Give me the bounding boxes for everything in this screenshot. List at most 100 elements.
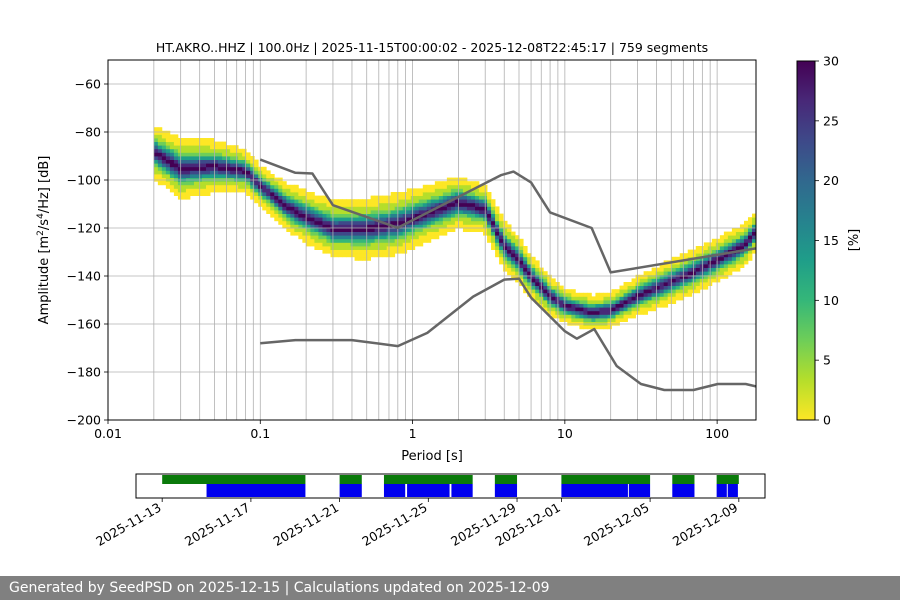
heatmap-cell [362, 242, 367, 247]
heatmap-cell [270, 184, 275, 189]
heatmap-cell [466, 228, 472, 232]
heatmap-cell [286, 220, 291, 225]
heatmap-cell [466, 217, 472, 222]
heatmap-cell [157, 130, 163, 135]
heatmap-cell [410, 188, 416, 193]
heatmap-cell [583, 318, 588, 322]
heatmap-cell [747, 217, 753, 222]
heatmap-cell [193, 141, 199, 146]
heatmap-cell [189, 192, 195, 196]
heatmap-cell [382, 246, 388, 250]
heatmap-cell [294, 188, 299, 193]
heatmap-cell [338, 249, 343, 254]
heatmap-cell [185, 174, 191, 178]
y-axis-label-mid: /s [37, 219, 52, 230]
heatmap-cell [655, 271, 661, 276]
heatmap-cell [671, 296, 677, 301]
heatmap-cell [511, 235, 516, 240]
heatmap-cell [515, 253, 520, 258]
heatmap-cell [647, 307, 653, 312]
heatmap-cell [543, 296, 548, 301]
x-tick-label: 0.01 [94, 426, 122, 441]
heatmap-cell [382, 210, 388, 214]
heatmap-cell [306, 224, 311, 229]
heatmap-cell [735, 231, 741, 236]
heatmap-cell [398, 210, 404, 214]
heatmap-cell [751, 231, 756, 236]
heatmap-cell [434, 217, 440, 222]
heatmap-cell [390, 238, 396, 243]
heatmap-cell [679, 292, 685, 297]
heatmap-cell [410, 231, 416, 236]
heatmap-cell [426, 238, 432, 243]
heatmap-cell [479, 199, 484, 204]
heatmap-cell [691, 249, 697, 254]
heatmap-cell [173, 138, 179, 142]
heatmap-cell [250, 195, 255, 200]
heatmap-cell [198, 141, 203, 146]
heatmap-cell [370, 206, 376, 211]
heatmap-cell [442, 188, 448, 193]
heatmap-cell [643, 289, 649, 294]
heatmap-cell [161, 152, 167, 157]
heatmap-cell [683, 260, 689, 265]
heatmap-cell [418, 242, 424, 247]
heatmap-cell [647, 278, 653, 283]
heatmap-cell [282, 188, 287, 193]
heatmap-cell [198, 148, 203, 153]
heatmap-cell [322, 231, 327, 236]
heatmap-cell [294, 210, 299, 214]
heatmap-cell [491, 217, 496, 222]
heatmap-cell [314, 242, 319, 247]
heatmap-cell [663, 274, 669, 279]
heatmap-cell [262, 181, 267, 186]
heatmap-cell [350, 249, 355, 254]
heatmap-cell [270, 174, 275, 178]
heatmap-cell [310, 195, 315, 200]
heatmap-cell [491, 228, 496, 232]
heatmap-cell [181, 156, 187, 160]
heatmap-cell [173, 181, 179, 186]
heatmap-cell [727, 264, 733, 268]
heatmap-cell [527, 274, 532, 279]
heatmap-cell [454, 188, 460, 193]
heatmap-cell [374, 242, 380, 247]
data-available-bar [494, 475, 518, 484]
heatmap-cell [274, 188, 279, 193]
heatmap-cell [366, 213, 372, 218]
heatmap-cell [631, 303, 636, 308]
heatmap-cell [715, 271, 721, 276]
heatmap-cell [222, 174, 227, 178]
heatmap-cell [226, 181, 231, 186]
heatmap-cell [430, 202, 436, 207]
heatmap-cell [731, 235, 737, 240]
heatmap-cell [446, 202, 452, 207]
heatmap-cell [322, 202, 327, 207]
heatmap-cell [643, 278, 649, 283]
y-tick-label: −60 [75, 77, 101, 92]
heatmap-cell [531, 267, 536, 272]
heatmap-cell [222, 170, 227, 175]
heatmap-cell [671, 267, 677, 272]
heatmap-cell [711, 246, 717, 250]
heatmap-cell [254, 192, 259, 196]
heatmap-cell [350, 231, 355, 236]
heatmap-cell [157, 166, 163, 171]
heatmap-cell [362, 231, 367, 236]
heatmap-cell [394, 199, 400, 204]
heatmap-cell [691, 264, 697, 268]
heatmap-cell [362, 256, 367, 261]
heatmap-cell [430, 224, 436, 229]
heatmap-cell [695, 249, 701, 254]
heatmap-cell [535, 264, 540, 268]
heatmap-cell [198, 184, 203, 189]
heatmap-cell [198, 170, 203, 175]
heatmap-cell [671, 274, 677, 279]
heatmap-cell [274, 184, 279, 189]
heatmap-cell [314, 210, 319, 214]
heatmap-cell [535, 289, 540, 294]
heatmap-cell [438, 213, 444, 218]
heatmap-cell [414, 192, 420, 196]
heatmap-cell [450, 199, 456, 204]
heatmap-cell [173, 184, 179, 189]
